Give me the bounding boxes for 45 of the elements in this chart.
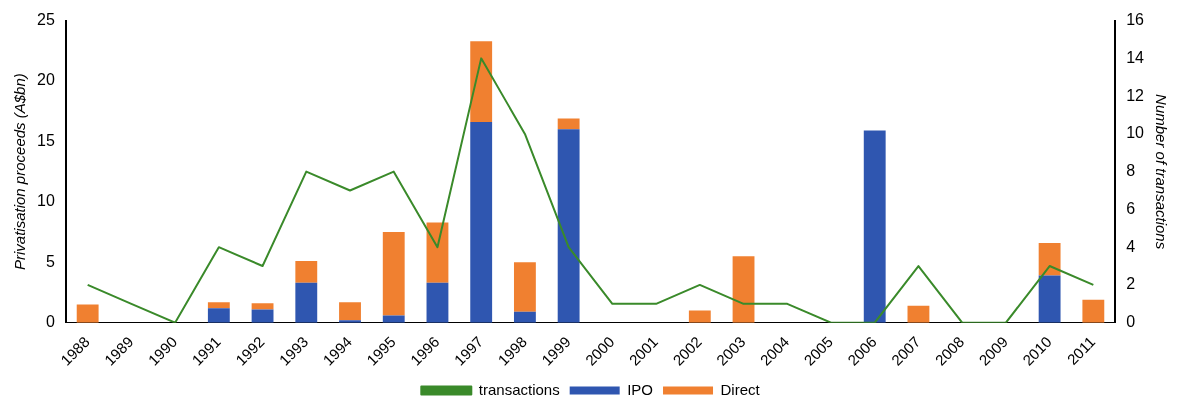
bar [557, 118, 580, 130]
bar [426, 222, 449, 283]
bar [207, 308, 230, 323]
y-tick-label: 5 [45, 252, 55, 270]
y-tick-label: 10 [37, 192, 55, 210]
legend-label: IPO [627, 380, 654, 398]
bar [1038, 275, 1061, 323]
bar [1082, 299, 1105, 323]
y-axis-title: Privatisation proceeds (A$bn) [11, 73, 29, 271]
y2-axis-title: Number of transactions [1152, 94, 1170, 250]
y-tick-label: 15 [37, 131, 55, 149]
bar [513, 262, 536, 312]
y2-tick-label: 4 [1126, 237, 1136, 255]
legend-label: transactions [478, 380, 560, 398]
bar [382, 315, 405, 323]
bar [295, 282, 318, 323]
bar [251, 309, 274, 323]
bar [470, 41, 493, 123]
y2-tick-label: 16 [1126, 11, 1145, 29]
bar [1038, 242, 1061, 276]
y2-tick-label: 2 [1126, 275, 1136, 293]
bar [470, 122, 493, 323]
bar [513, 311, 536, 323]
y2-tick-label: 10 [1126, 124, 1145, 142]
bar [732, 256, 755, 323]
bar [339, 302, 361, 321]
y2-tick-label: 12 [1126, 86, 1145, 104]
bar [207, 302, 230, 309]
bar [688, 310, 711, 323]
y2-tick-label: 8 [1126, 162, 1136, 180]
bar [295, 261, 318, 283]
legend-label: Direct [720, 380, 761, 398]
bar [382, 232, 405, 316]
y-tick-label: 0 [45, 313, 55, 331]
y-tick-label: 20 [37, 71, 55, 89]
y2-tick-label: 0 [1126, 313, 1136, 331]
bar [76, 304, 99, 323]
y2-tick-label: 6 [1126, 199, 1136, 217]
bar [863, 130, 886, 323]
bar [251, 303, 274, 310]
y-tick-label: 25 [37, 11, 55, 29]
bar [557, 129, 580, 323]
bar [907, 305, 930, 323]
bar [426, 282, 449, 323]
y2-tick-label: 14 [1126, 48, 1145, 66]
